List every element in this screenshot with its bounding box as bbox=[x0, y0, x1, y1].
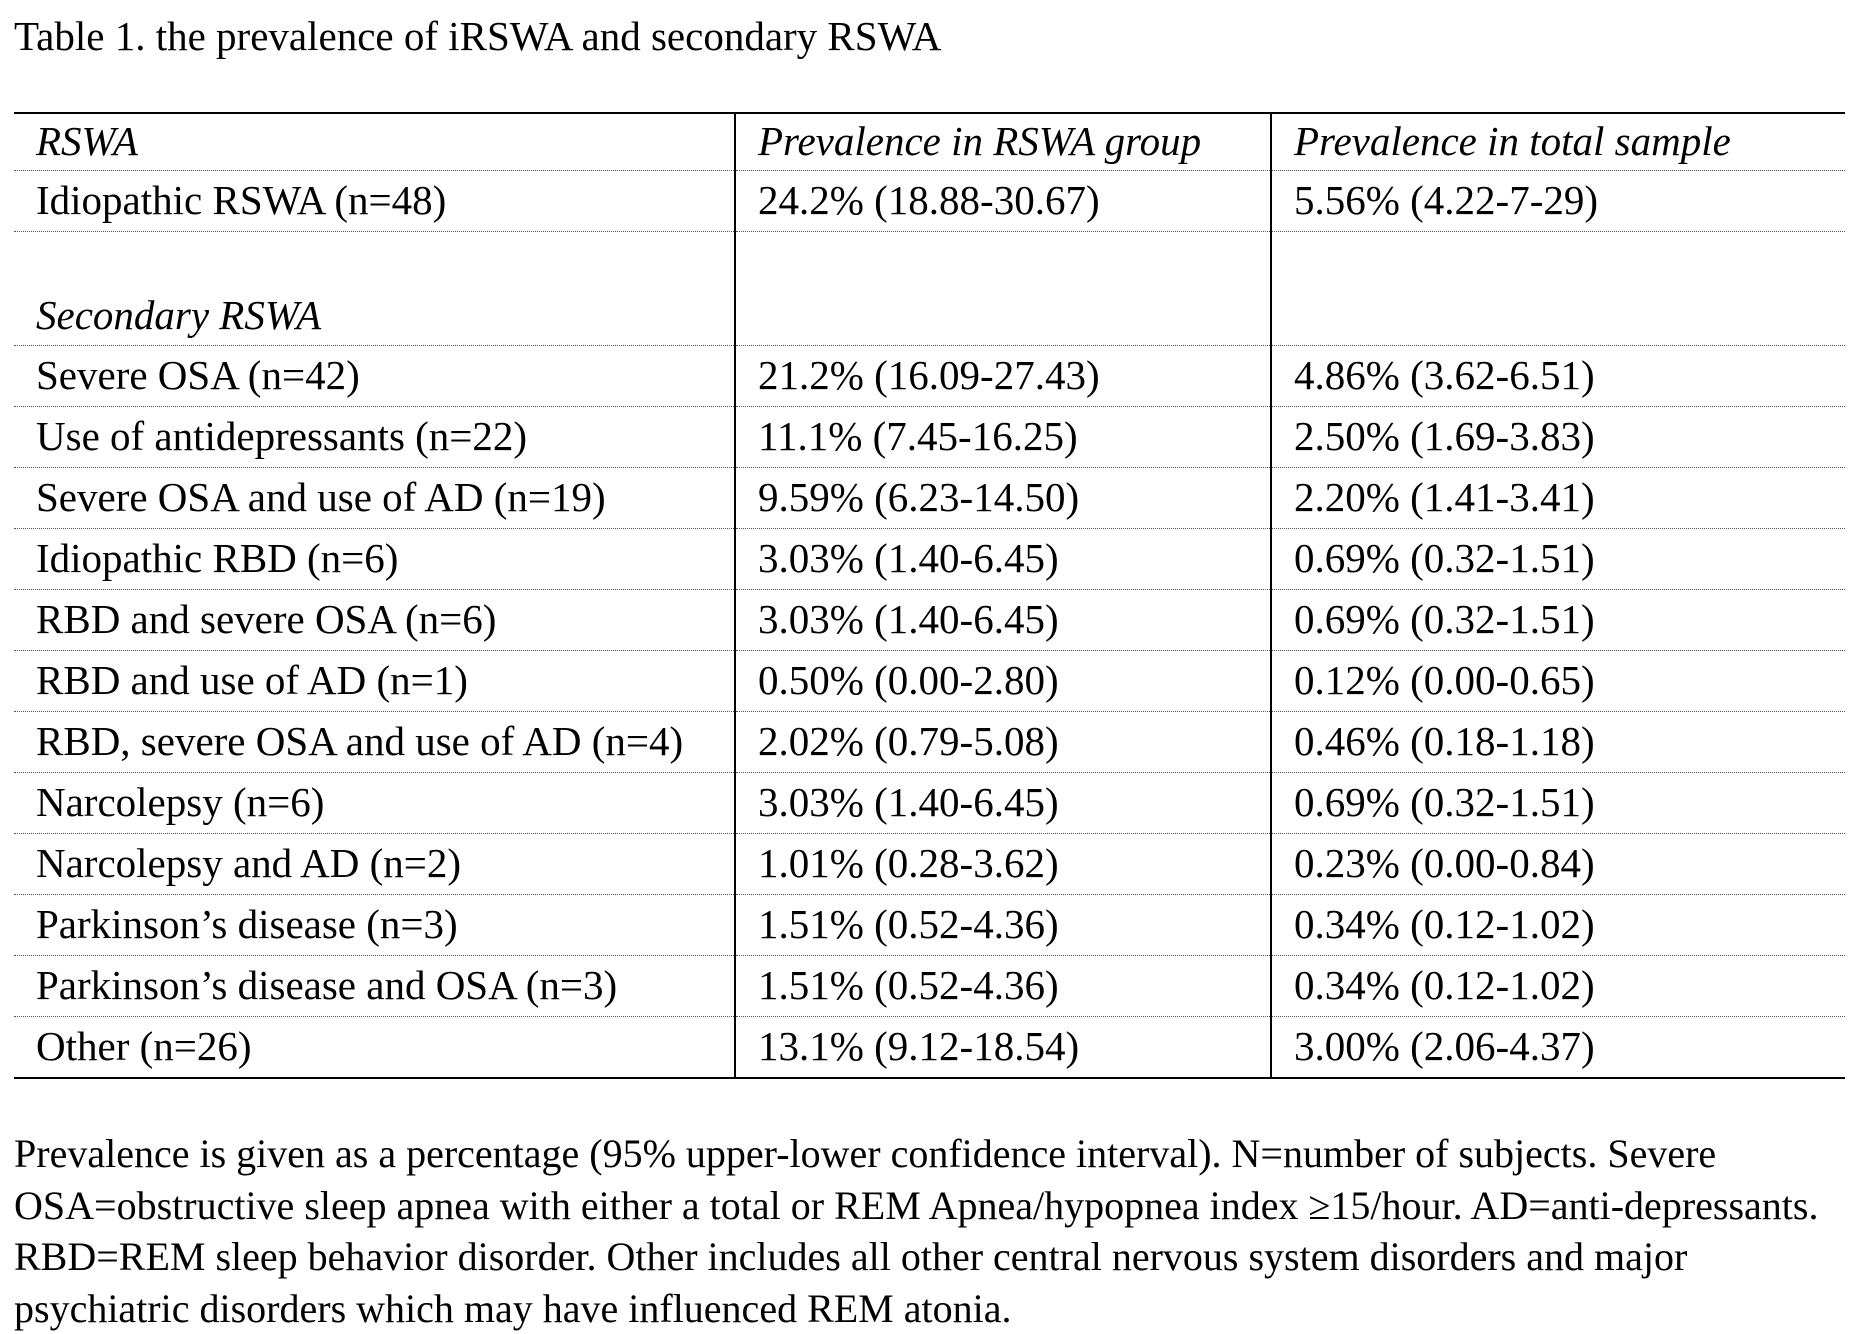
table-cell: Idiopathic RBD (n=6) bbox=[14, 528, 735, 590]
table-row: Use of antidepressants (n=22) 11.1% (7.45… bbox=[14, 406, 1845, 468]
table-cell: 5.56% (4.22-7-29) bbox=[1270, 170, 1845, 232]
header-row: RSWA Prevalence in RSWA group Prevalence i… bbox=[14, 112, 1845, 171]
table-cell: Use of antidepressants (n=22) bbox=[14, 406, 735, 468]
table-row: Parkinson’s disease and OSA (n=3) 1.51% (… bbox=[14, 955, 1845, 1017]
table-cell: 0.34% (0.12-1.02) bbox=[1270, 955, 1845, 1017]
table-cell: 1.51% (0.52-4.36) bbox=[734, 955, 1271, 1017]
table-cell: Other (n=26) bbox=[14, 1016, 735, 1079]
table-body: Idiopathic RSWA (n=48) 24.2% (18.88-30.67… bbox=[14, 170, 1845, 1079]
table-cell: Parkinson’s disease and OSA (n=3) bbox=[14, 955, 735, 1017]
table-cell: RBD, severe OSA and use of AD (n=4) bbox=[14, 711, 735, 773]
table-cell: 0.34% (0.12-1.02) bbox=[1270, 894, 1845, 956]
table-row: Parkinson’s disease (n=3) 1.51% (0.52-4.3… bbox=[14, 894, 1845, 956]
table-cell: 0.23% (0.00-0.84) bbox=[1270, 833, 1845, 895]
table-row: Severe OSA (n=42) 21.2% (16.09-27.43) 4.86… bbox=[14, 345, 1845, 407]
empty-cell bbox=[734, 231, 1271, 346]
table-cell: 21.2% (16.09-27.43) bbox=[734, 345, 1271, 407]
table-cell: 2.50% (1.69-3.83) bbox=[1270, 406, 1845, 468]
table-cell: 0.69% (0.32-1.51) bbox=[1270, 589, 1845, 651]
table-cell: Idiopathic RSWA (n=48) bbox=[14, 170, 735, 232]
table-row: RBD, severe OSA and use of AD (n=4) 2.02%… bbox=[14, 711, 1845, 773]
table-row: RBD and severe OSA (n=6) 3.03% (1.40-6.45… bbox=[14, 589, 1845, 651]
table-cell: 3.03% (1.40-6.45) bbox=[734, 772, 1271, 834]
column-header: Prevalence in total sample bbox=[1270, 112, 1845, 171]
section-heading: Secondary RSWA bbox=[14, 231, 735, 346]
table-cell: 4.86% (3.62-6.51) bbox=[1270, 345, 1845, 407]
table-cell: 0.46% (0.18-1.18) bbox=[1270, 711, 1845, 773]
table-cell: 3.03% (1.40-6.45) bbox=[734, 589, 1271, 651]
table-cell: 11.1% (7.45-16.25) bbox=[734, 406, 1271, 468]
empty-cell bbox=[1270, 231, 1845, 346]
table-cell: Narcolepsy (n=6) bbox=[14, 772, 735, 834]
column-header: Prevalence in RSWA group bbox=[734, 112, 1271, 171]
table-cell: 2.02% (0.79-5.08) bbox=[734, 711, 1271, 773]
table-cell: Parkinson’s disease (n=3) bbox=[14, 894, 735, 956]
table-cell: RBD and use of AD (n=1) bbox=[14, 650, 735, 712]
table-cell: 24.2% (18.88-30.67) bbox=[734, 170, 1271, 232]
table-cell: RBD and severe OSA (n=6) bbox=[14, 589, 735, 651]
table-row: Other (n=26) 13.1% (9.12-18.54) 3.00% (2.0… bbox=[14, 1016, 1845, 1079]
table-row: Narcolepsy (n=6) 3.03% (1.40-6.45) 0.69% (… bbox=[14, 772, 1845, 834]
table-row: Idiopathic RBD (n=6) 3.03% (1.40-6.45) 0.6… bbox=[14, 528, 1845, 590]
table-cell: 9.59% (6.23-14.50) bbox=[734, 467, 1271, 529]
table-cell: 1.51% (0.52-4.36) bbox=[734, 894, 1271, 956]
table-row: Severe OSA and use of AD (n=19) 9.59% (6.… bbox=[14, 467, 1845, 529]
table-cell: 0.69% (0.32-1.51) bbox=[1270, 528, 1845, 590]
table-cell: Severe OSA (n=42) bbox=[14, 345, 735, 407]
table-row: RBD and use of AD (n=1) 0.50% (0.00-2.80)… bbox=[14, 650, 1845, 712]
column-header: RSWA bbox=[14, 112, 735, 171]
table-title: Table 1. the prevalence of iRSWA and sec… bbox=[14, 13, 942, 59]
table-cell: 2.20% (1.41-3.41) bbox=[1270, 467, 1845, 529]
table-row: Narcolepsy and AD (n=2) 1.01% (0.28-3.62)… bbox=[14, 833, 1845, 895]
table-cell: 0.12% (0.00-0.65) bbox=[1270, 650, 1845, 712]
table-note: Prevalence is given as a percentage (95%… bbox=[14, 1131, 1819, 1331]
table-cell: 3.00% (2.06-4.37) bbox=[1270, 1016, 1845, 1079]
table-cell: 0.50% (0.00-2.80) bbox=[734, 650, 1271, 712]
section-row: Secondary RSWA bbox=[14, 231, 1845, 346]
table-cell: Severe OSA and use of AD (n=19) bbox=[14, 467, 735, 529]
table-cell: 1.01% (0.28-3.62) bbox=[734, 833, 1271, 895]
table-cell: 13.1% (9.12-18.54) bbox=[734, 1016, 1271, 1079]
table-cell: 3.03% (1.40-6.45) bbox=[734, 528, 1271, 590]
prevalence-table: RSWA Prevalence in RSWA group Prevalence i… bbox=[14, 112, 1845, 1079]
table-cell: Narcolepsy and AD (n=2) bbox=[14, 833, 735, 895]
table-cell: 0.69% (0.32-1.51) bbox=[1270, 772, 1845, 834]
table-row: Idiopathic RSWA (n=48) 24.2% (18.88-30.67… bbox=[14, 170, 1845, 232]
